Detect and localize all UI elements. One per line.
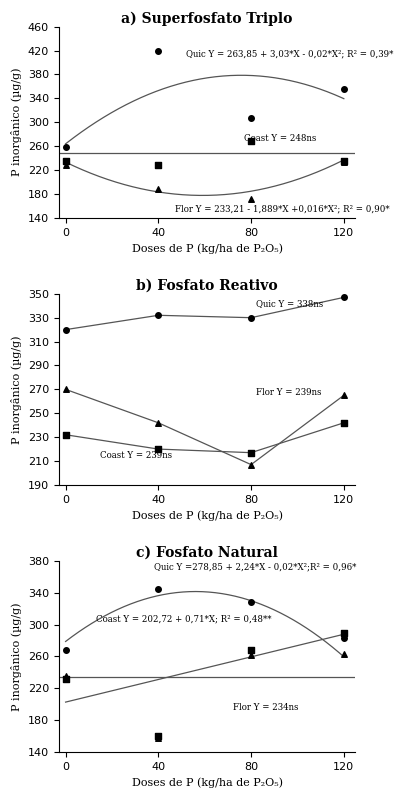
Text: Quic Y = 338ns: Quic Y = 338ns — [256, 299, 323, 308]
Y-axis label: P inorgânico (µg/g): P inorgânico (µg/g) — [11, 335, 22, 443]
Y-axis label: P inorgânico (µg/g): P inorgânico (µg/g) — [11, 68, 22, 177]
Title: c) Fosfato Natural: c) Fosfato Natural — [136, 546, 278, 560]
Point — [155, 44, 162, 57]
Text: Quic Y =278,85 + 2,24*X - 0,02*X²;R² = 0,96*: Quic Y =278,85 + 2,24*X - 0,02*X²;R² = 0… — [154, 562, 356, 572]
Text: Quic Y = 263,85 + 3,03*X - 0,02*X²; R² = 0,39*: Quic Y = 263,85 + 3,03*X - 0,02*X²; R² =… — [186, 49, 394, 58]
Title: a) Superfosfato Triplo: a) Superfosfato Triplo — [121, 11, 293, 26]
Text: Coast Y = 239ns: Coast Y = 239ns — [100, 451, 172, 459]
Point — [62, 159, 69, 172]
Point — [248, 112, 254, 125]
Text: Flor Y = 239ns: Flor Y = 239ns — [256, 388, 321, 397]
Point — [155, 416, 162, 429]
Point — [155, 729, 162, 742]
Point — [155, 731, 162, 744]
X-axis label: Doses de P (kg/ha de P₂O₅): Doses de P (kg/ha de P₂O₅) — [131, 243, 283, 253]
Point — [248, 644, 254, 657]
Point — [341, 416, 347, 429]
Point — [341, 83, 347, 96]
Point — [248, 193, 254, 205]
Point — [341, 389, 347, 402]
Point — [155, 443, 162, 455]
Point — [62, 383, 69, 396]
Point — [248, 447, 254, 459]
Text: Coast Y = 202,72 + 0,71*X; R² = 0,48**: Coast Y = 202,72 + 0,71*X; R² = 0,48** — [96, 614, 271, 623]
Point — [62, 155, 69, 168]
Point — [155, 309, 162, 322]
Text: Flor Y = 233,21 - 1,889*X +0,016*X²; R² = 0,90*: Flor Y = 233,21 - 1,889*X +0,016*X²; R² … — [175, 205, 389, 214]
Point — [341, 632, 347, 645]
Point — [155, 183, 162, 196]
X-axis label: Doses de P (kg/ha de P₂O₅): Doses de P (kg/ha de P₂O₅) — [131, 511, 283, 521]
Point — [341, 626, 347, 639]
Point — [155, 582, 162, 595]
Point — [341, 155, 347, 168]
Point — [341, 155, 347, 168]
Point — [62, 141, 69, 153]
X-axis label: Doses de P (kg/ha de P₂O₅): Doses de P (kg/ha de P₂O₅) — [131, 777, 283, 788]
Point — [341, 648, 347, 661]
Point — [155, 159, 162, 172]
Text: Coast Y = 248ns: Coast Y = 248ns — [244, 134, 316, 144]
Y-axis label: P inorgânico (µg/g): P inorgânico (µg/g) — [11, 602, 22, 711]
Point — [341, 291, 347, 304]
Point — [62, 644, 69, 657]
Point — [248, 135, 254, 148]
Point — [248, 596, 254, 609]
Point — [248, 649, 254, 662]
Point — [62, 673, 69, 686]
Point — [62, 324, 69, 336]
Point — [248, 458, 254, 471]
Point — [62, 428, 69, 441]
Point — [62, 670, 69, 683]
Title: b) Fosfato Reativo: b) Fosfato Reativo — [136, 279, 278, 292]
Point — [248, 312, 254, 324]
Text: Flor Y = 234ns: Flor Y = 234ns — [232, 703, 298, 712]
